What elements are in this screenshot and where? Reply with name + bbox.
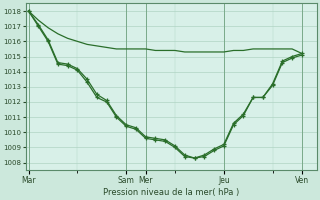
X-axis label: Pression niveau de la mer( hPa ): Pression niveau de la mer( hPa ) xyxy=(103,188,239,197)
